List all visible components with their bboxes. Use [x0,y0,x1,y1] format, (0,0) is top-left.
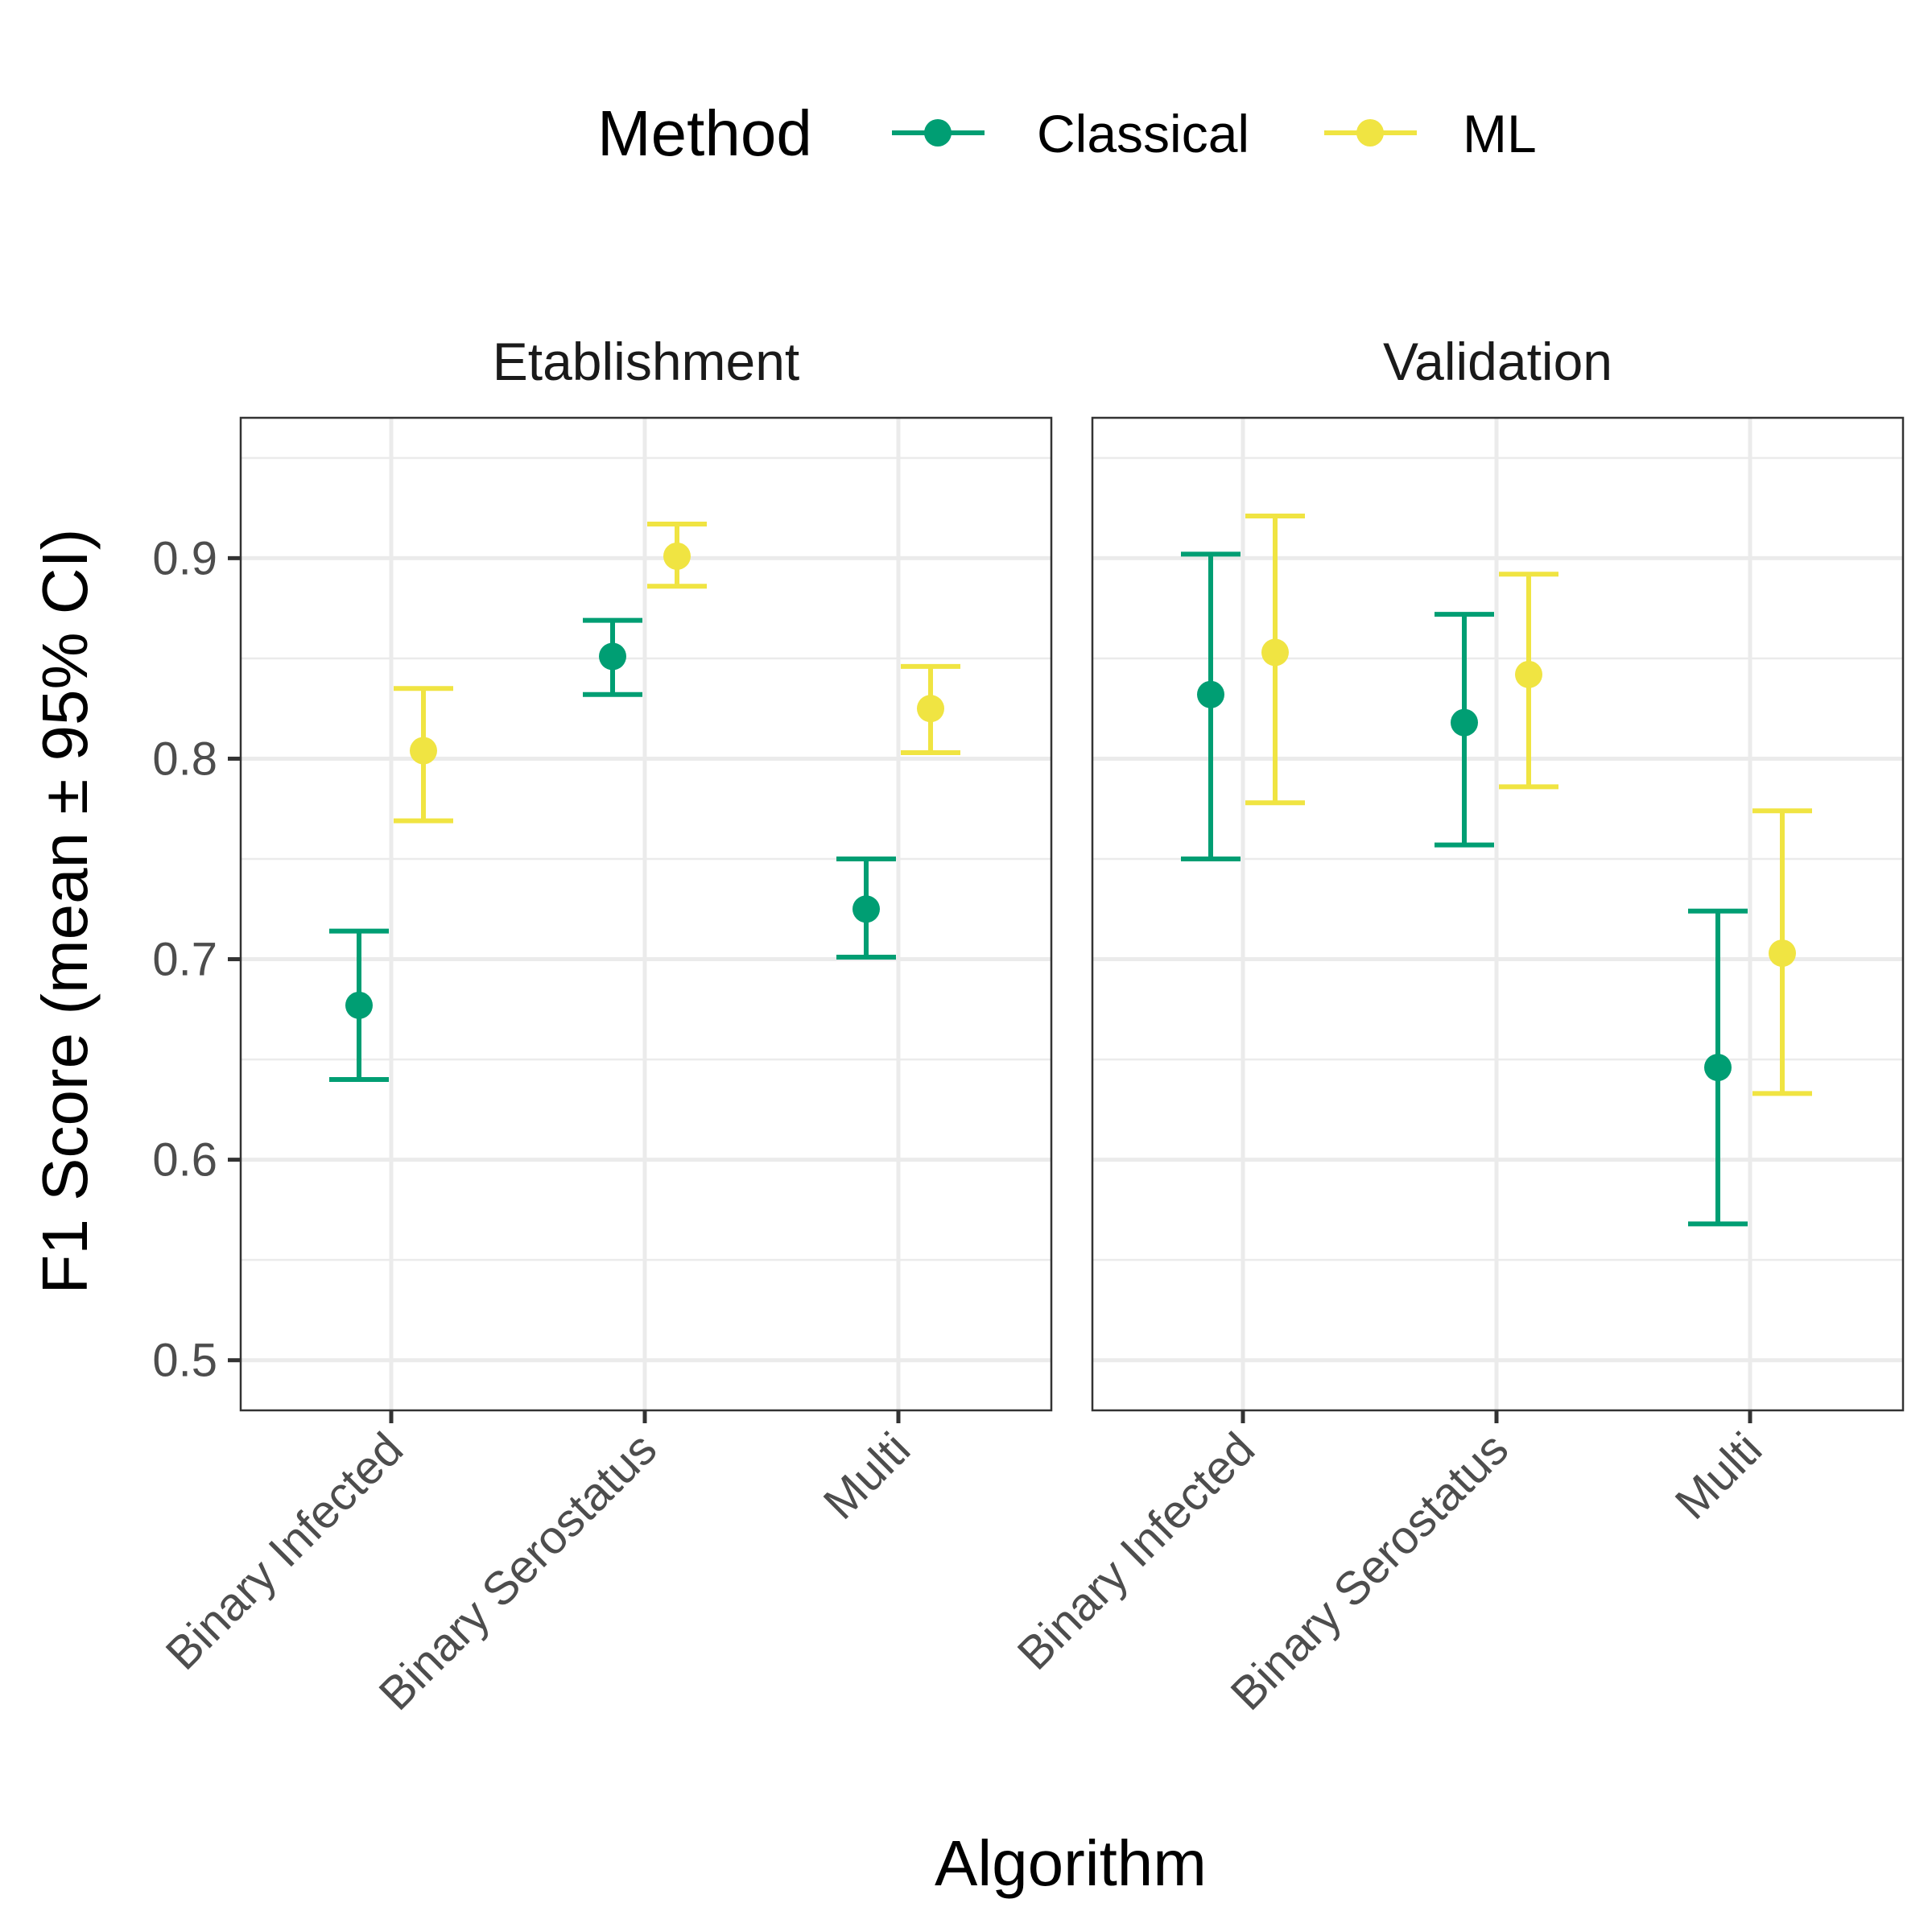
panel-title: Etablishment [493,332,800,391]
point-binary-infected-classical [1197,680,1224,708]
legend-label-classical: Classical [1037,104,1249,163]
point-binary-infected-ml [1261,638,1289,667]
point-multi-classical [1704,1054,1732,1082]
point-binary-infected-ml [410,737,437,765]
x-tick-label: Binary Serostatus [369,1422,667,1720]
y-tick-label: 0.6 [152,1134,217,1187]
point-binary-serostatus-ml [1515,660,1542,688]
series-ml [394,522,960,824]
x-tick-label: Multi [1666,1422,1773,1530]
point-multi-classical [852,895,880,923]
point-multi-ml [917,695,944,723]
legend-label-ml: ML [1463,104,1537,163]
legend-title: Method [597,97,812,169]
y-tick-label: 0.9 [152,532,217,584]
x-tick-label: Binary Serostatus [1221,1422,1519,1720]
point-binary-infected-classical [345,991,373,1019]
x-axis-title: Algorithm [935,1827,1207,1899]
legend: Method Classical ML [597,97,1537,169]
y-tick-label: 0.5 [152,1335,217,1387]
series-ml [1245,514,1812,1096]
x-tick-label: Multi [814,1422,921,1530]
x-tick-label: Binary Infected [1008,1422,1265,1680]
legend-key-classical-point [924,119,952,147]
panel-title: Validation [1383,332,1612,391]
point-multi-ml [1769,939,1796,968]
x-tick-label: Binary Infected [156,1422,414,1680]
series-classical [1181,551,1748,1227]
legend-key-ml-point [1356,119,1384,147]
point-binary-serostatus-ml [663,542,691,570]
point-binary-serostatus-classical [1451,708,1478,737]
y-tick-label: 0.8 [152,733,217,785]
point-binary-serostatus-classical [599,642,626,671]
y-axis-title: F1 Score (mean ± 95% CI) [29,529,101,1294]
series-classical [329,617,896,1082]
y-tick-label: 0.7 [152,934,217,986]
